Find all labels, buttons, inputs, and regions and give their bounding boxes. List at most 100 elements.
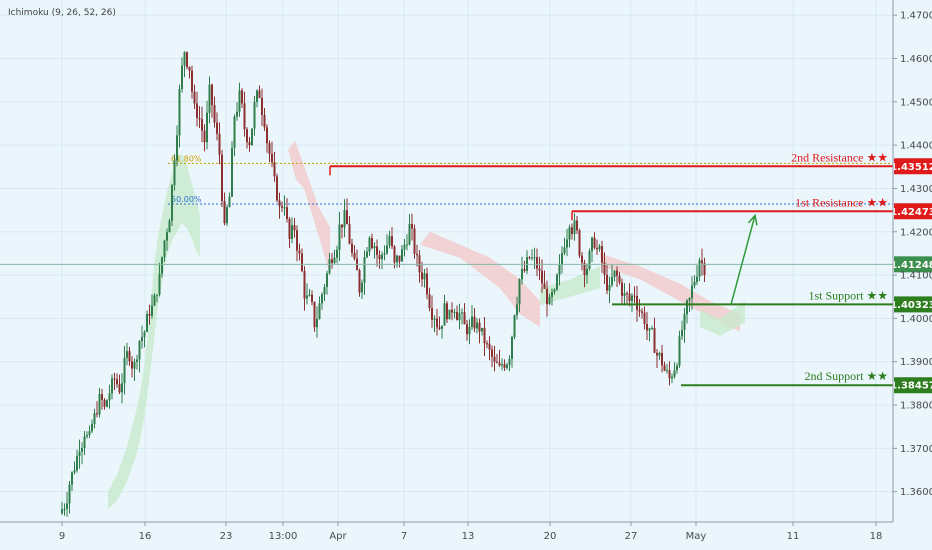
candle-body	[268, 143, 271, 154]
candle-body	[248, 142, 251, 146]
candle-body	[156, 294, 158, 296]
candle-body	[98, 394, 101, 415]
candle-body	[561, 253, 563, 265]
candle-body	[683, 314, 686, 330]
res1-label: 1st Resistance ★★	[795, 195, 888, 209]
candle-body	[533, 257, 536, 259]
current-price-badge[interactable]	[894, 256, 932, 273]
y-tick-label: 1.42000	[900, 227, 932, 238]
candle-body	[541, 270, 543, 284]
sup2-label: 2nd Support ★★	[804, 369, 888, 383]
candle-body	[411, 223, 413, 229]
candle-body	[431, 308, 433, 320]
candle-body	[428, 294, 431, 309]
candle-body	[153, 295, 156, 306]
candle-body	[613, 270, 616, 277]
candle-body	[343, 210, 346, 228]
candle-body	[681, 329, 683, 337]
candle-body	[503, 364, 506, 368]
candle-body	[588, 251, 591, 269]
candle-body	[241, 90, 243, 104]
candle-body	[218, 133, 221, 155]
candle-body	[228, 196, 231, 208]
candle-body	[448, 309, 451, 320]
candle-body	[138, 341, 141, 360]
candle-body	[521, 269, 523, 280]
candle-body	[573, 220, 576, 234]
candle-body	[593, 237, 596, 248]
res1-badge[interactable]	[894, 203, 932, 220]
candle-body	[511, 337, 513, 359]
candle-body	[401, 249, 403, 262]
candle-body	[206, 112, 208, 143]
res2-label: 2nd Resistance ★★	[791, 150, 888, 164]
candle-body	[466, 324, 468, 335]
candle-body	[226, 207, 228, 224]
candle-body	[181, 65, 183, 89]
candle-body	[648, 328, 651, 331]
candle-body	[423, 273, 426, 280]
y-tick-label: 1.38000	[900, 401, 932, 412]
candle-body	[608, 284, 611, 291]
candle-body	[126, 351, 128, 358]
candle-body	[461, 312, 463, 314]
candle-body	[546, 288, 548, 305]
x-tick-label: 9	[59, 531, 65, 542]
candle-body	[386, 245, 388, 254]
candle-body	[671, 376, 673, 379]
cloud-red-segment	[288, 140, 330, 276]
candle-body	[203, 130, 206, 143]
candle-body	[508, 358, 511, 365]
candle-body	[238, 90, 241, 112]
candle-body	[488, 343, 491, 350]
candle-body	[638, 309, 641, 312]
candle-body	[246, 129, 248, 143]
candle-body	[256, 90, 258, 102]
candle-body	[198, 117, 201, 120]
candle-body	[333, 257, 336, 263]
indicator-label[interactable]: Ichimoku (9, 26, 52, 26)	[8, 8, 116, 18]
candle-body	[696, 276, 698, 283]
candle-body	[63, 509, 66, 511]
candle-body	[68, 484, 71, 504]
candle-body	[368, 237, 371, 252]
candle-body	[558, 264, 561, 275]
candle-body	[421, 272, 423, 280]
candle-body	[581, 255, 583, 263]
sup1-badge[interactable]	[894, 296, 932, 313]
candle-body	[688, 298, 691, 301]
candle-body	[451, 309, 453, 313]
candle-body	[483, 327, 486, 344]
candle-body	[498, 362, 501, 366]
candle-body	[61, 509, 63, 514]
candle-body	[236, 111, 238, 117]
candle-body	[628, 293, 631, 301]
res2-badge[interactable]	[894, 158, 932, 175]
sup2-badge[interactable]	[894, 377, 932, 394]
candle-body	[491, 349, 493, 357]
candle-body	[336, 249, 338, 258]
candle-body	[211, 84, 213, 106]
candle-body	[303, 271, 306, 299]
candle-body	[616, 270, 618, 276]
candle-body	[531, 257, 533, 259]
y-tick-label: 1.43000	[900, 184, 932, 195]
candle-body	[378, 254, 381, 260]
candle-body	[216, 122, 218, 134]
y-tick-label: 1.36000	[900, 487, 932, 498]
candle-body	[348, 224, 351, 244]
candle-body	[141, 336, 143, 342]
candle-body	[571, 227, 573, 234]
candle-body	[178, 88, 181, 136]
candle-body	[606, 274, 608, 291]
x-tick-label: 7	[401, 531, 407, 542]
candle-body	[251, 128, 253, 146]
candle-body	[458, 312, 461, 321]
candle-body	[433, 318, 436, 320]
candle-body	[618, 275, 621, 283]
candle-body	[253, 101, 256, 129]
candle-body	[121, 383, 123, 393]
candle-body	[496, 361, 498, 363]
candle-body	[468, 326, 471, 335]
